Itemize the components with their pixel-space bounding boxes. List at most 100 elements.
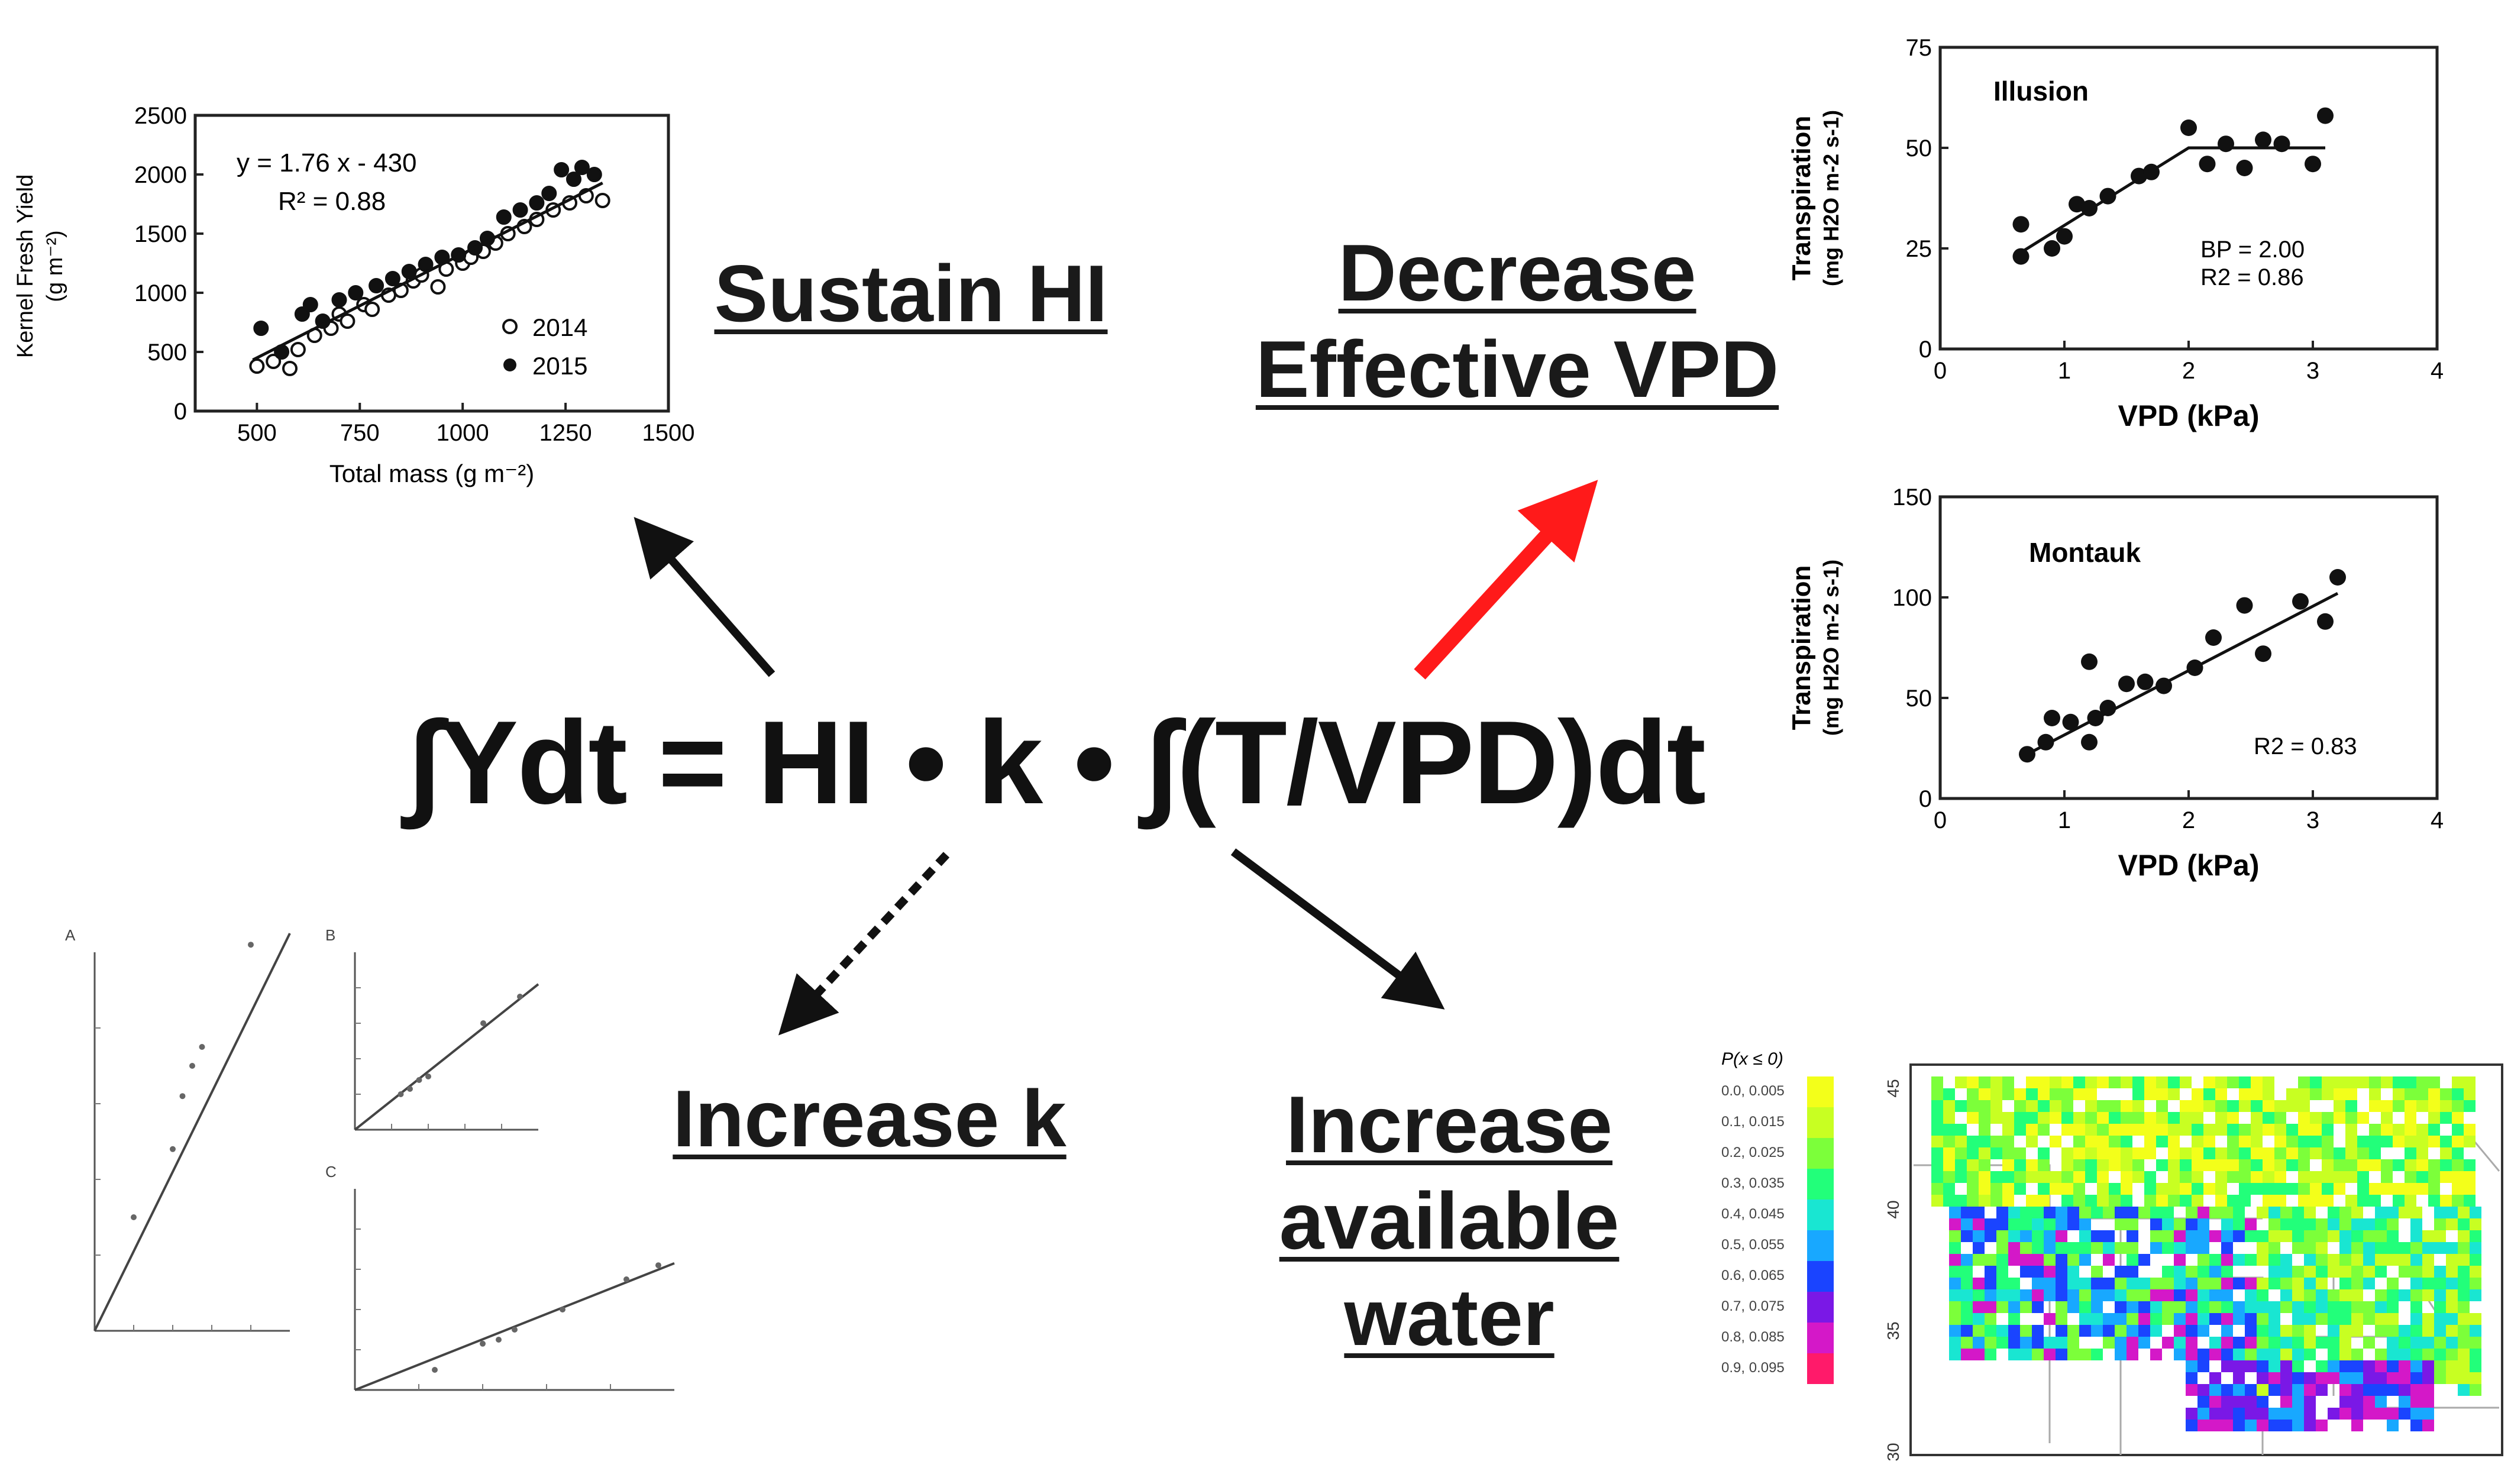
map-cell bbox=[2387, 1230, 2399, 1242]
map-cell bbox=[2263, 1076, 2274, 1088]
map-cell bbox=[2174, 1349, 2186, 1360]
map-cell bbox=[2422, 1337, 2434, 1349]
map-cell bbox=[2008, 1349, 2020, 1360]
kernel-point-2015 bbox=[496, 209, 512, 225]
map-cell bbox=[2464, 1088, 2476, 1100]
map-cell bbox=[2316, 1337, 2328, 1349]
montauk-point bbox=[2099, 700, 2116, 716]
map-cell bbox=[2399, 1372, 2410, 1384]
map-cell bbox=[1949, 1289, 1961, 1301]
map-cell bbox=[2197, 1420, 2209, 1431]
map-cell bbox=[2422, 1408, 2434, 1420]
map-cell bbox=[2215, 1159, 2227, 1171]
map-cell bbox=[2257, 1230, 2268, 1242]
map-cell bbox=[2097, 1183, 2109, 1195]
map-cell bbox=[2227, 1195, 2239, 1207]
map-cell bbox=[2050, 1183, 2061, 1195]
map-cell bbox=[2310, 1124, 2322, 1136]
map-cell bbox=[2316, 1313, 2328, 1325]
map-cell bbox=[2008, 1230, 2020, 1242]
map-cell bbox=[2464, 1171, 2476, 1183]
map-cell bbox=[2002, 1147, 2014, 1159]
map-cell bbox=[2079, 1325, 2091, 1337]
map-cell bbox=[1931, 1147, 1943, 1159]
map-cell bbox=[2458, 1360, 2470, 1372]
arrow-to-increase-k bbox=[778, 852, 950, 1036]
k-panel-label: B bbox=[325, 926, 335, 944]
kernel-point-2015 bbox=[253, 321, 269, 336]
map-cell bbox=[2334, 1159, 2345, 1171]
map-cell bbox=[2115, 1325, 2127, 1337]
k-panel-point bbox=[398, 1091, 404, 1097]
map-cell bbox=[2197, 1278, 2209, 1289]
map-cell bbox=[2073, 1076, 2085, 1088]
map-cell bbox=[2381, 1112, 2393, 1124]
map-cell bbox=[1985, 1218, 1996, 1230]
map-cell bbox=[2061, 1183, 2073, 1195]
map-cell bbox=[2050, 1076, 2061, 1088]
map-cell bbox=[2339, 1372, 2351, 1384]
kernel-legend-2014: 2014 bbox=[532, 313, 587, 341]
k-panel-point bbox=[131, 1214, 137, 1220]
map-cell bbox=[2239, 1088, 2251, 1100]
map-cell bbox=[2387, 1301, 2399, 1313]
map-cell bbox=[2127, 1218, 2138, 1230]
map-cell bbox=[2127, 1254, 2138, 1266]
illusion-point bbox=[2255, 131, 2271, 148]
k-panel-point bbox=[655, 1262, 661, 1269]
map-cell bbox=[2345, 1100, 2357, 1112]
map-cell bbox=[2464, 1183, 2476, 1195]
k-panel-point bbox=[189, 1063, 195, 1069]
map-cell bbox=[1996, 1230, 2008, 1242]
map-cell bbox=[2221, 1278, 2233, 1289]
map-cell bbox=[2304, 1372, 2316, 1384]
map-cell bbox=[2008, 1337, 2020, 1349]
map-cell bbox=[2446, 1372, 2458, 1384]
map-cell bbox=[2387, 1313, 2399, 1325]
map-cell bbox=[1990, 1195, 2002, 1207]
map-cell bbox=[2416, 1124, 2428, 1136]
map-cell bbox=[2268, 1372, 2280, 1384]
map-cell bbox=[2008, 1301, 2020, 1313]
map-cell bbox=[2026, 1195, 2038, 1207]
map-cell bbox=[2351, 1360, 2363, 1372]
map-cell bbox=[2073, 1171, 2085, 1183]
montauk-annotation-r2: R2 = 0.83 bbox=[2254, 733, 2357, 759]
k-panel-point bbox=[248, 942, 254, 948]
map-cell bbox=[2091, 1313, 2103, 1325]
map-cell bbox=[1943, 1100, 1955, 1112]
montauk-x-label: VPD (kPa) bbox=[2118, 849, 2260, 882]
k-panel-fit-line bbox=[354, 983, 539, 1131]
map-cell bbox=[1949, 1337, 1961, 1349]
map-cell bbox=[1961, 1278, 1973, 1289]
map-cell bbox=[2180, 1195, 2192, 1207]
map-cell bbox=[2268, 1313, 2280, 1325]
map-cell bbox=[2239, 1183, 2251, 1195]
map-cell bbox=[2121, 1171, 2132, 1183]
map-cell bbox=[2422, 1278, 2434, 1289]
kernel-point-2015 bbox=[294, 306, 310, 322]
map-cell bbox=[2192, 1136, 2203, 1147]
map-cell bbox=[2197, 1289, 2209, 1301]
map-cell bbox=[2292, 1266, 2304, 1278]
map-cell bbox=[2434, 1313, 2446, 1325]
map-cell bbox=[2150, 1230, 2162, 1242]
map-cell bbox=[2245, 1360, 2257, 1372]
map-cell bbox=[2363, 1242, 2375, 1254]
illusion-chart: 0 1 2 3 4 0 25 50 75 Illusion BP = 2.00 R2 = 0.8… bbox=[1787, 35, 2444, 432]
map-cell bbox=[2233, 1396, 2245, 1408]
map-cell bbox=[2132, 1088, 2144, 1100]
map-cell bbox=[2399, 1337, 2410, 1349]
map-cell bbox=[2363, 1337, 2375, 1349]
map-cell bbox=[2334, 1147, 2345, 1159]
map-legend-label: 0.2, 0.025 bbox=[1721, 1144, 1785, 1160]
map-cell bbox=[2156, 1088, 2168, 1100]
map-cell bbox=[2245, 1337, 2257, 1349]
map-cell bbox=[2044, 1266, 2056, 1278]
map-cell bbox=[2310, 1112, 2322, 1124]
map-cell bbox=[2227, 1136, 2239, 1147]
map-cell bbox=[2363, 1230, 2375, 1242]
map-cell bbox=[2399, 1384, 2410, 1396]
map-cell bbox=[2452, 1195, 2464, 1207]
map-cell bbox=[2452, 1100, 2464, 1112]
